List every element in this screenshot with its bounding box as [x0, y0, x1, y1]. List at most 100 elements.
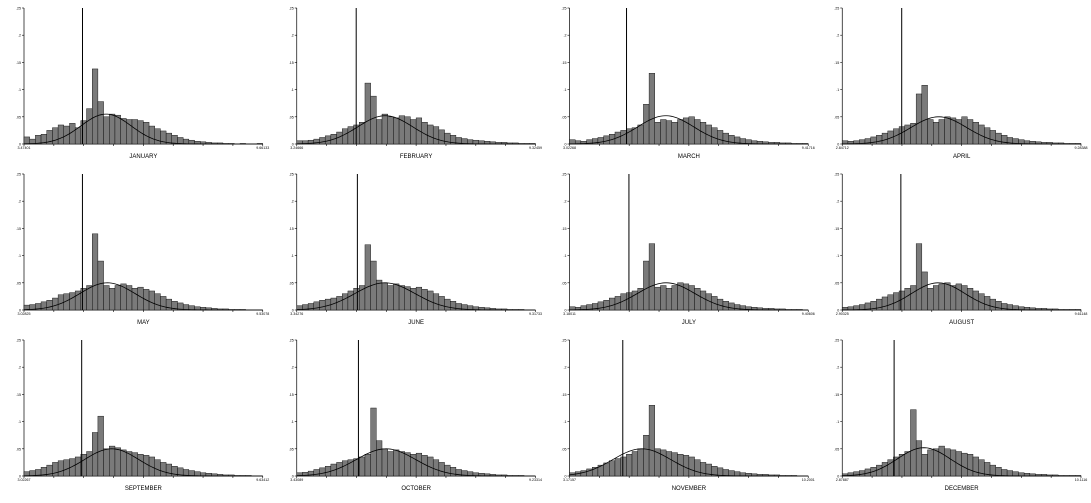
normal-density-curve — [23, 113, 263, 145]
histogram-bar — [950, 285, 957, 311]
x-tick-label-max: 9.32459 — [529, 146, 542, 150]
histogram-bar — [381, 113, 388, 145]
histogram-bar — [52, 297, 59, 311]
y-tick-label: 0 — [837, 309, 839, 313]
y-tick-label: .2 — [564, 200, 567, 204]
y-tick-label: 0 — [19, 309, 21, 313]
histogram-bar — [972, 456, 979, 477]
histogram-bar — [700, 462, 707, 477]
histogram-bar — [131, 119, 138, 145]
y-tick-label: 0 — [837, 143, 839, 147]
y-tick-label: .2 — [18, 200, 21, 204]
histogram-bar — [677, 119, 684, 145]
histogram-bar — [342, 293, 349, 311]
histogram-bar — [103, 116, 110, 145]
y-tick-label: .25 — [562, 7, 567, 11]
x-tick-label-max: 9.53078 — [256, 312, 269, 316]
x-tick-label-min: 2.84712 — [836, 146, 849, 150]
y-tick-label: .05 — [289, 447, 294, 451]
x-tick-label-max: 9.23314 — [529, 478, 542, 482]
histogram-bar — [915, 440, 923, 477]
histogram-bar — [171, 135, 178, 145]
x-tick-label-min: 3.24666 — [290, 146, 303, 150]
histogram-bar — [722, 132, 729, 145]
histogram-bar — [69, 123, 76, 145]
histogram-bar — [57, 460, 64, 477]
panel-title: OCTOBER — [401, 486, 431, 492]
histogram-bar — [370, 95, 377, 145]
histogram-bar — [46, 300, 53, 311]
histogram-bar — [57, 124, 64, 145]
y-tick-label: .15 — [16, 61, 21, 65]
panel-title: AUGUST — [949, 320, 974, 326]
histogram-bar — [194, 471, 201, 477]
histogram-bar — [109, 445, 116, 477]
histogram-bar — [694, 119, 701, 145]
y-tick-label: .25 — [289, 7, 294, 11]
histogram-bar — [739, 472, 746, 477]
y-tick-label: .1 — [836, 420, 839, 424]
histogram-bar — [637, 448, 644, 477]
histogram-bar — [933, 122, 940, 145]
histogram-bar — [52, 127, 59, 145]
histogram-bar — [921, 271, 928, 311]
histogram-bar — [342, 128, 349, 145]
histogram-bar — [370, 407, 377, 477]
histogram-bar — [160, 462, 167, 477]
y-tick-label: .15 — [834, 61, 839, 65]
histogram-bar — [984, 296, 991, 311]
y-tick-label: .05 — [834, 447, 839, 451]
histogram-bar — [938, 119, 945, 145]
x-tick-label-max: 9.28388 — [1075, 146, 1088, 150]
histogram-bar — [955, 283, 962, 311]
histogram-bar — [444, 298, 451, 311]
histogram-bar — [938, 445, 945, 477]
histogram-bar — [700, 290, 707, 311]
histogram-bar — [182, 138, 190, 145]
histogram-bar — [876, 464, 883, 477]
histogram-bar — [648, 405, 655, 477]
y-tick-label: .25 — [834, 7, 839, 11]
y-tick-label: .25 — [16, 339, 21, 343]
histogram-bar — [643, 260, 650, 311]
histogram-bar — [626, 454, 633, 477]
panel-title: APRIL — [953, 154, 971, 160]
histogram-bar — [961, 116, 968, 145]
histogram-bar — [103, 448, 110, 477]
x-tick-label-min: 2.87887 — [836, 478, 849, 482]
histogram-bar — [711, 127, 718, 145]
histogram-bar — [944, 116, 951, 145]
y-tick-label: .05 — [562, 115, 567, 119]
histogram-bar — [381, 448, 388, 477]
histogram-bar — [114, 285, 121, 311]
y-tick-label: .15 — [834, 393, 839, 397]
panel-title: MARCH — [678, 154, 700, 160]
histogram-bar — [154, 128, 161, 145]
histogram-bar — [688, 116, 695, 145]
histogram-bar — [989, 130, 996, 145]
y-tick-label: .15 — [562, 393, 567, 397]
histogram-bar — [989, 298, 996, 311]
histogram-bar — [654, 286, 661, 311]
normal-density-curve — [296, 448, 536, 477]
histogram-bar — [972, 290, 979, 311]
histogram-bar — [376, 440, 383, 477]
y-tick-label: .05 — [562, 281, 567, 285]
y-tick-label: .05 — [562, 447, 567, 451]
histogram-bar — [52, 462, 59, 477]
histogram-bar — [722, 469, 729, 477]
histogram-panel-may: 0 .05 .1 .15 .2 .25 3.02825 9.53078 MAY — [16, 173, 269, 327]
histogram-bar — [97, 260, 104, 311]
y-tick-label: .25 — [289, 173, 294, 177]
panel-title: JULY — [682, 320, 696, 326]
histogram-bar — [950, 449, 957, 477]
histogram-bar — [995, 467, 1002, 477]
histogram-bar — [444, 464, 451, 477]
normal-density-curve — [569, 282, 809, 311]
histogram-bar — [631, 451, 638, 477]
histogram-bar — [342, 460, 349, 477]
x-tick-label-min: 3.34276 — [290, 312, 303, 316]
histogram-bar — [415, 286, 423, 311]
